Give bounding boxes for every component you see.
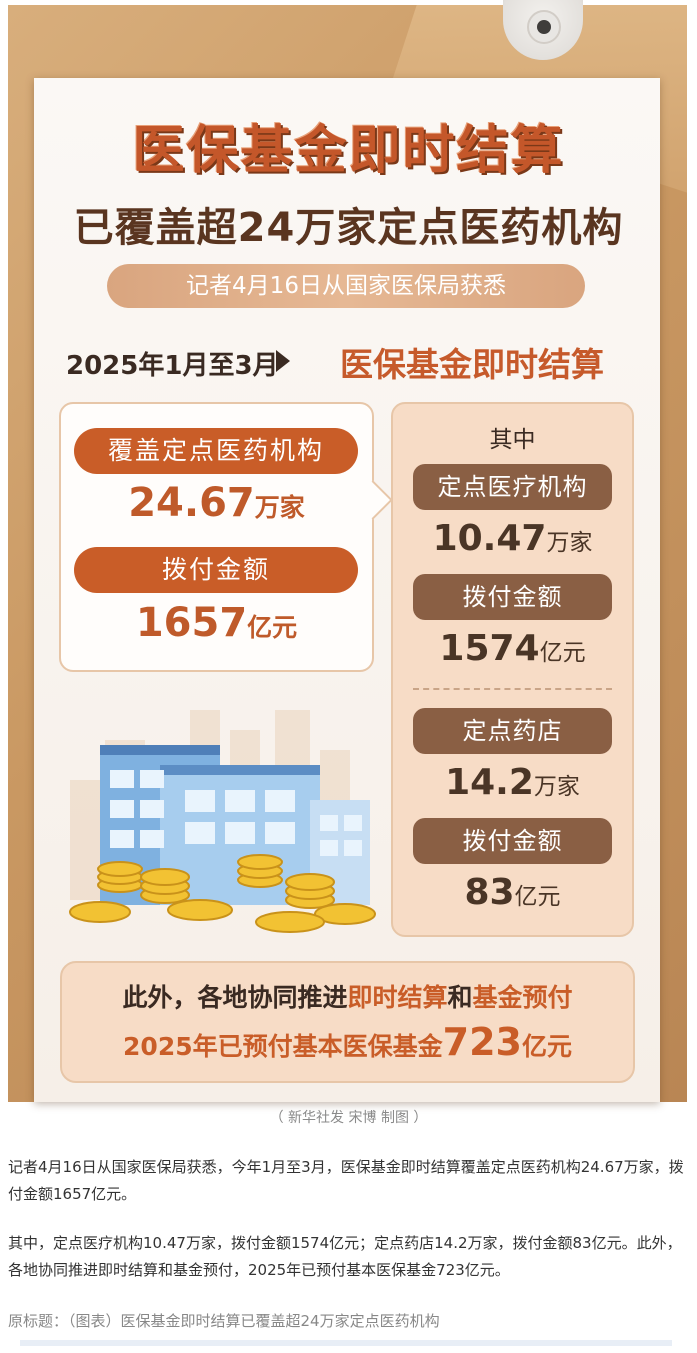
breakdown-header: 其中 xyxy=(489,427,536,453)
coverage-number: 24.67 xyxy=(128,480,255,526)
prepayment-line-1: 此外，各地协同推进即时结算和基金预付 xyxy=(60,978,635,1014)
medical-institutions-unit: 万家 xyxy=(546,530,593,556)
payment-label-pill: 拨付金额 xyxy=(74,547,358,593)
medical-institutions-number: 10.47 xyxy=(432,518,547,559)
article-paragraph-2: 其中，定点医疗机构10.47万家，拨付金额1574亿元；定点药店14.2万家，拨… xyxy=(8,1234,682,1279)
triangle-arrow-icon xyxy=(276,350,290,372)
period-title: 医保基金即时结算 xyxy=(340,345,604,384)
original-title: 原标题：（图表）医保基金即时结算已覆盖超24万家定点医药机构 xyxy=(8,1312,440,1330)
prepayment-line-2: 2025年已预付基本医保基金723亿元 xyxy=(60,1020,635,1064)
image-caption: （ 新华社发 宋博 制图 ） xyxy=(269,1110,428,1126)
prepayment-unit: 亿元 xyxy=(521,1032,572,1061)
highlight-instant-settlement: 即时结算 xyxy=(347,983,448,1012)
pharmacy-payment-pill: 拨付金额 xyxy=(413,818,612,864)
medical-payment-unit: 亿元 xyxy=(539,640,586,666)
medical-payment-pill: 拨付金额 xyxy=(413,574,612,620)
pharmacy-unit: 万家 xyxy=(533,774,580,800)
prepayment-amount: 723 xyxy=(442,1020,522,1064)
pharmacy-number: 14.2 xyxy=(445,762,534,803)
footer-bar xyxy=(20,1340,672,1346)
source-pill: 记者4月16日从国家医保局获悉 xyxy=(107,264,585,308)
prepayment-line-1-mid: 和 xyxy=(447,983,473,1012)
pharmacy-pill: 定点药店 xyxy=(413,708,612,754)
envelope-button-dot xyxy=(537,20,551,34)
buildings-coins-illustration xyxy=(69,710,376,933)
medical-payment-value: 1574亿元 xyxy=(391,628,634,669)
coverage-unit: 万家 xyxy=(254,493,305,522)
coverage-label-pill: 覆盖定点医药机构 xyxy=(74,428,358,474)
prepayment-line-1-prefix: 此外，各地协同推进 xyxy=(122,983,348,1012)
highlight-fund-prepayment: 基金预付 xyxy=(472,983,573,1012)
article-paragraph-1: 记者4月16日从国家医保局获悉，今年1月至3月，医保基金即时结算覆盖定点医药机构… xyxy=(8,1158,684,1203)
poster-title: 医保基金即时结算 xyxy=(132,121,565,181)
medical-institutions-pill: 定点医疗机构 xyxy=(413,464,612,510)
payment-unit: 亿元 xyxy=(247,613,298,642)
envelope-button-ring xyxy=(527,10,561,44)
pharmacy-payment-value: 83亿元 xyxy=(391,872,634,913)
period-label: 2025年1月至3月 xyxy=(66,351,279,381)
gold-coins xyxy=(69,854,376,933)
pharmacy-payment-number: 83 xyxy=(464,872,515,913)
poster-subtitle: 已覆盖超24万家定点医药机构 xyxy=(73,205,624,251)
prepayment-banner xyxy=(60,961,635,1083)
payment-number: 1657 xyxy=(135,600,248,646)
payment-value: 1657亿元 xyxy=(59,600,374,646)
pharmacy-value: 14.2万家 xyxy=(391,762,634,803)
prepayment-line-2-prefix: 2025年已预付基本医保基金 xyxy=(123,1032,443,1061)
dashed-divider xyxy=(413,688,612,690)
coverage-value: 24.67万家 xyxy=(59,480,374,526)
medical-payment-number: 1574 xyxy=(439,628,540,669)
medical-institutions-value: 10.47万家 xyxy=(391,518,634,559)
pharmacy-payment-unit: 亿元 xyxy=(514,884,561,910)
